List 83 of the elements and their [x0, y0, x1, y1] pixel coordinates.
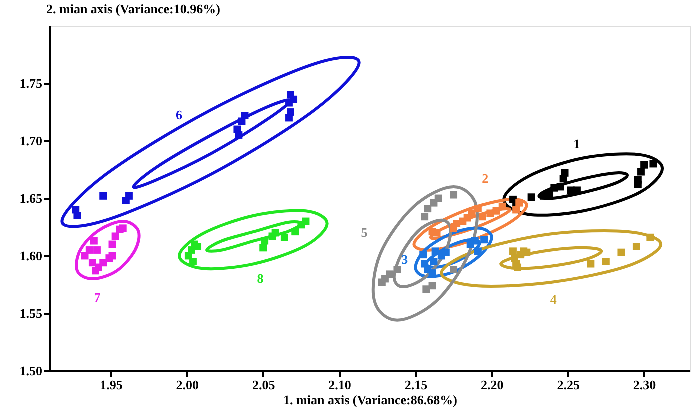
point	[386, 270, 394, 278]
point	[88, 259, 96, 267]
point	[100, 259, 108, 267]
point	[510, 248, 517, 256]
point	[638, 168, 645, 176]
point	[450, 266, 458, 274]
point	[420, 251, 428, 259]
point	[516, 199, 524, 207]
point	[428, 282, 436, 290]
point	[190, 258, 197, 266]
point	[632, 243, 640, 251]
point	[561, 169, 569, 177]
point	[450, 191, 458, 199]
x-tick-label: 2.30	[633, 378, 656, 392]
point	[587, 260, 595, 268]
point	[602, 258, 610, 266]
point	[261, 237, 269, 245]
point	[479, 213, 486, 221]
point	[442, 248, 450, 256]
point	[126, 192, 133, 200]
series-label: 7	[94, 290, 102, 306]
point	[421, 213, 429, 221]
text: 6	[176, 107, 183, 122]
y-tick-label: 1.65	[20, 191, 43, 206]
point	[514, 264, 522, 272]
x-tick-label: 2.20	[481, 378, 504, 392]
y-tick-label: 1.70	[20, 134, 42, 148]
x-tick-label: 2.00	[176, 378, 200, 392]
point	[428, 270, 436, 277]
text: 5	[361, 224, 368, 240]
point	[90, 237, 98, 245]
y-tick-label: 1.60	[20, 248, 42, 264]
text: 4	[550, 292, 558, 308]
point	[528, 194, 536, 202]
point	[422, 286, 430, 294]
x-axis-title: 1. mian axis (Variance:86.68%)	[284, 392, 458, 408]
point	[290, 96, 298, 104]
point	[94, 246, 101, 254]
x-tick-label: 1.95	[100, 378, 124, 392]
point	[235, 132, 243, 139]
x-tick-label: 2.25	[557, 378, 580, 392]
series-label: 8	[257, 271, 264, 286]
point	[468, 210, 476, 218]
point	[280, 234, 288, 242]
point	[432, 248, 440, 256]
point	[492, 207, 500, 215]
point	[486, 210, 494, 218]
x-tick-label: 2.05	[252, 378, 276, 392]
point	[471, 237, 479, 245]
point	[292, 228, 300, 236]
y-axis-title: 2. mian axis (Variance:10.96%)	[46, 2, 220, 16]
point	[286, 114, 293, 122]
series-label: 1	[574, 136, 580, 152]
y-tick-label: 1.55	[20, 306, 43, 321]
point	[474, 205, 482, 213]
point	[634, 176, 642, 184]
point	[433, 229, 441, 237]
point	[394, 266, 402, 274]
point	[430, 258, 438, 266]
legend-label: 3	[402, 252, 409, 268]
point	[640, 161, 648, 169]
point	[512, 206, 520, 214]
point	[646, 234, 654, 242]
y-tick-label: 1.75	[20, 76, 43, 91]
x-tick-label: 2.10	[328, 378, 352, 392]
point	[194, 243, 202, 251]
point	[74, 212, 82, 220]
x-tick-label: 2.15	[404, 378, 428, 392]
point	[474, 248, 482, 256]
point	[241, 112, 249, 120]
point	[650, 160, 658, 168]
point	[434, 194, 442, 202]
series-label: 2	[482, 171, 489, 186]
point	[574, 186, 581, 194]
point	[119, 224, 127, 232]
point	[480, 236, 488, 244]
point	[618, 248, 626, 256]
point	[112, 232, 120, 240]
point	[100, 192, 108, 200]
point	[424, 205, 432, 213]
y-tick-label: 1.50	[20, 364, 42, 378]
point	[86, 246, 94, 254]
point	[260, 244, 268, 252]
